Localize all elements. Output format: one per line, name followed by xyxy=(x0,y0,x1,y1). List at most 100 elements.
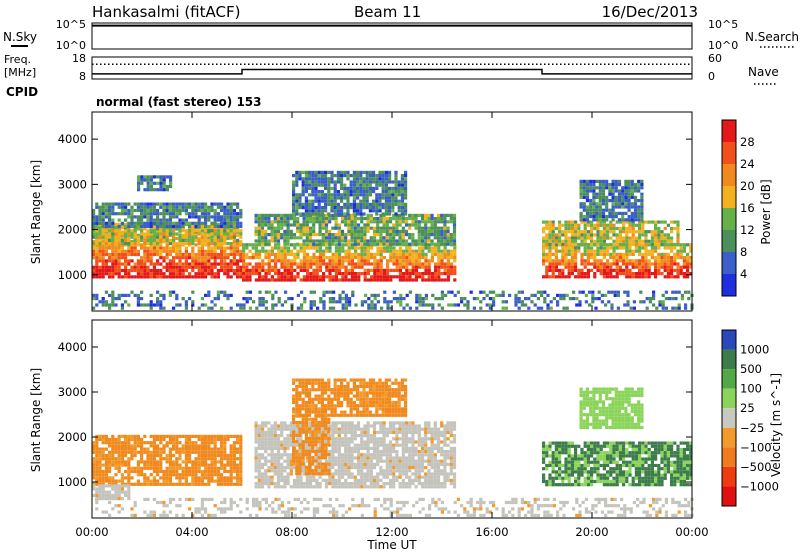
velocity-cell xyxy=(220,466,224,470)
power-cell xyxy=(152,226,156,230)
power-cell xyxy=(276,239,281,243)
power-cell xyxy=(392,262,396,266)
power-cell xyxy=(257,220,261,224)
power-cell xyxy=(644,239,648,243)
power-cell xyxy=(127,221,131,225)
power-cell xyxy=(446,213,450,217)
power-cell xyxy=(381,180,385,184)
power-cell xyxy=(320,193,324,197)
power-cell xyxy=(676,226,680,231)
power-cell xyxy=(156,188,160,192)
power-cell xyxy=(207,215,211,219)
power-cell xyxy=(117,238,121,242)
power-cell xyxy=(567,252,571,256)
power-cell xyxy=(286,246,290,250)
velocity-cell xyxy=(191,441,195,445)
power-cell xyxy=(143,303,147,307)
power-cell xyxy=(127,275,131,279)
power-cell xyxy=(328,259,332,263)
power-cell xyxy=(611,186,615,190)
power-cell xyxy=(270,278,274,282)
power-cell xyxy=(663,236,667,240)
velocity-cell xyxy=(204,476,208,480)
power-cell xyxy=(152,268,156,273)
velocity-cell xyxy=(229,450,233,454)
power-cell xyxy=(338,265,342,269)
power-cell xyxy=(677,303,681,307)
power-cell xyxy=(654,262,658,266)
power-cell xyxy=(338,256,342,260)
velocity-cell xyxy=(124,476,128,480)
power-cell xyxy=(305,220,309,224)
power-cell xyxy=(220,256,224,260)
power-cell xyxy=(370,262,374,266)
power-cell xyxy=(627,186,631,190)
power-cell xyxy=(261,278,265,282)
power-cell xyxy=(315,246,319,250)
power-cell xyxy=(647,252,651,256)
power-cell xyxy=(111,208,115,213)
power-cell xyxy=(111,293,115,297)
power-cell xyxy=(130,252,134,257)
velocity-cell xyxy=(257,466,261,470)
power-cell xyxy=(312,300,316,304)
power-cell xyxy=(124,275,128,279)
power-cell xyxy=(152,235,156,239)
power-cell xyxy=(392,249,396,253)
power-cell xyxy=(325,256,329,260)
power-cell xyxy=(140,208,144,213)
velocity-cell xyxy=(95,493,99,497)
power-cell xyxy=(172,275,176,279)
power-cell xyxy=(320,180,324,184)
power-cell xyxy=(614,186,618,190)
velocity-cell xyxy=(210,460,214,464)
power-cell xyxy=(430,229,434,233)
velocity-cell xyxy=(111,460,115,464)
power-cell xyxy=(404,183,408,187)
power-cell xyxy=(344,293,348,297)
power-cell xyxy=(293,256,297,260)
power-cell xyxy=(317,196,321,200)
power-cell xyxy=(194,256,198,260)
power-cell xyxy=(149,229,153,233)
power-cell xyxy=(340,217,345,221)
power-cell xyxy=(308,170,312,174)
power-cell xyxy=(564,265,568,269)
power-cell xyxy=(322,272,326,276)
power-cell xyxy=(325,290,329,294)
velocity-cell xyxy=(239,476,243,480)
power-cell xyxy=(327,193,331,197)
power-cell xyxy=(452,236,457,240)
power-cell xyxy=(365,193,369,197)
power-cell xyxy=(98,246,102,250)
velocity-cell xyxy=(108,497,112,501)
power-cell xyxy=(239,303,243,307)
power-cell xyxy=(630,179,634,183)
power-cell xyxy=(602,262,606,266)
velocity-cell xyxy=(210,466,214,470)
power-cell xyxy=(682,246,686,250)
power-cell xyxy=(417,223,421,227)
power-colorbar-swatch xyxy=(722,274,736,296)
power-cell xyxy=(660,252,664,256)
power-cell xyxy=(309,246,313,250)
power-cell xyxy=(101,262,105,266)
power-cell xyxy=(657,256,661,260)
power-cell xyxy=(582,183,586,187)
power-cell xyxy=(395,220,399,224)
power-cell xyxy=(391,190,395,194)
power-cell xyxy=(657,233,661,237)
power-cell xyxy=(682,262,686,266)
power-cell xyxy=(315,262,319,266)
power-cell xyxy=(492,297,496,301)
power-cell xyxy=(175,208,179,213)
power-cell xyxy=(666,243,670,247)
power-cell xyxy=(663,256,667,260)
velocity-cell xyxy=(159,447,163,451)
power-cell xyxy=(296,226,300,230)
velocity-cell xyxy=(257,453,261,457)
power-cell xyxy=(184,256,188,260)
power-cell xyxy=(120,246,124,250)
power-cell xyxy=(401,239,405,243)
velocity-cell xyxy=(220,444,224,448)
